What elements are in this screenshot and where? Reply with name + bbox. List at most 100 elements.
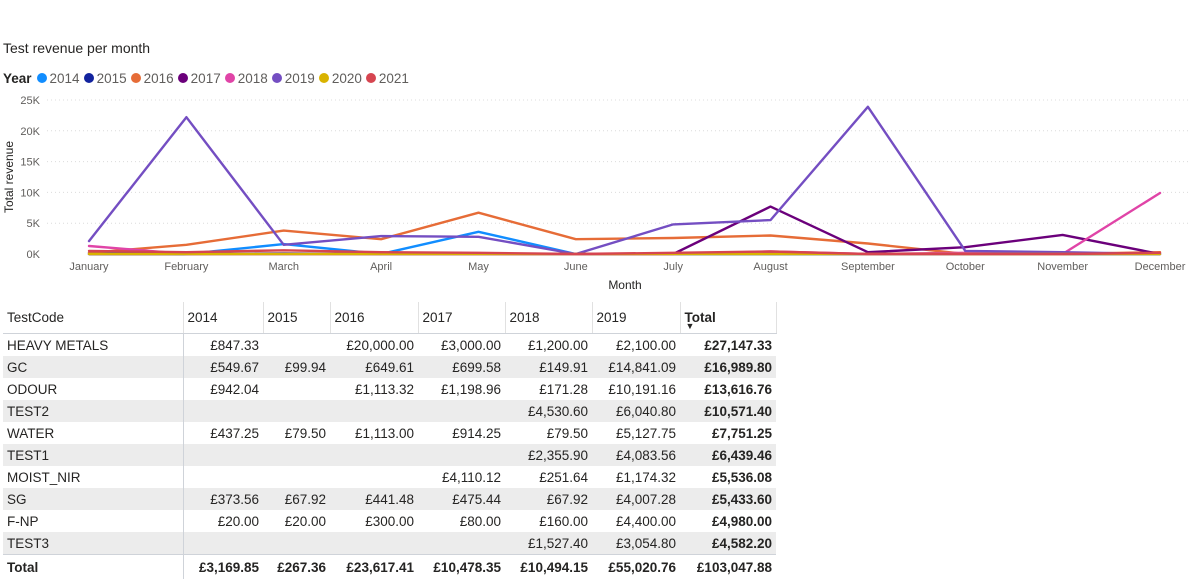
table-row[interactable]: TEST3 £1,527.40 £3,054.80 £4,582.20 xyxy=(3,532,776,555)
x-tick-label: September xyxy=(841,261,895,273)
value-cell xyxy=(263,400,330,422)
column-header-2014[interactable]: 2014 xyxy=(183,302,264,334)
value-cell: £942.04 xyxy=(210,381,259,397)
table-row[interactable]: TEST2 £4,530.60 £6,040.80 £10,571.40 xyxy=(3,400,776,422)
y-tick-label: 0K xyxy=(27,249,41,261)
value-cell: £914.25 xyxy=(452,425,501,441)
row-label-cell: TEST2 xyxy=(3,400,184,422)
table-row[interactable]: TEST1 £2,355.90 £4,083.56 £6,439.46 xyxy=(3,444,776,466)
legend-label: 2020 xyxy=(331,70,362,86)
table-header-row: TestCode 2014 2015 2016 2017 2018 2019 T… xyxy=(3,302,777,334)
legend-item-2015[interactable]: 2015 xyxy=(83,71,127,86)
value-cell: £649.61 xyxy=(330,356,418,378)
column-header-2019[interactable]: 2019 xyxy=(592,302,681,334)
column-header-2017[interactable]: 2017 xyxy=(418,302,506,334)
y-tick-label: 5K xyxy=(27,218,41,230)
x-tick-label: August xyxy=(753,261,787,273)
value-cell: £1,113.32 xyxy=(354,381,414,397)
x-tick-label: March xyxy=(268,261,299,273)
line-chart: 0K 5K 10K 15K 20K 25K January February March Apri… xyxy=(2,95,1190,292)
y-tick-label: 15K xyxy=(20,157,40,169)
column-header-total[interactable]: Total ▼ xyxy=(680,302,777,334)
value-cell xyxy=(418,444,505,466)
column-header-2018[interactable]: 2018 xyxy=(505,302,593,334)
table-row[interactable]: GC £549.67 £99.94 £649.61 £699.58 £149.91 £14,… xyxy=(3,356,776,378)
table-row[interactable]: WATER £437.25 £79.50 £1,113.00 £914.25 £79.50… xyxy=(3,422,776,444)
legend-label: 2019 xyxy=(284,70,315,86)
y-tick-label: 25K xyxy=(20,95,40,107)
value-cell: £67.92 xyxy=(263,488,330,510)
value-cell xyxy=(263,532,330,555)
value-cell: £99.94 xyxy=(263,356,330,378)
value-cell: £475.44 xyxy=(418,488,505,510)
sort-descending-icon[interactable]: ▼ xyxy=(685,321,695,331)
x-tick-label: June xyxy=(564,261,588,273)
total-value-cell: £10,494.15 xyxy=(505,554,592,579)
column-header-testcode[interactable]: TestCode xyxy=(3,302,184,334)
column-header-2016[interactable]: 2016 xyxy=(330,302,419,334)
value-cell: £171.28 xyxy=(539,381,588,397)
value-cell: £251.64 xyxy=(539,469,588,485)
value-cell: £441.48 xyxy=(330,488,418,510)
value-cell: £1,198.96 xyxy=(440,381,501,397)
total-value-cell: £3,169.85 xyxy=(183,554,263,579)
x-tick-label: April xyxy=(370,261,392,273)
legend-item-2016[interactable]: 2016 xyxy=(130,70,174,86)
legend-dot-icon xyxy=(365,73,376,83)
row-total-cell: £10,571.40 xyxy=(680,400,776,422)
column-header-2015[interactable]: 2015 xyxy=(263,302,331,334)
value-cell: £4,083.56 xyxy=(592,444,680,466)
value-cell: £1,200.00 xyxy=(527,337,588,353)
value-cell: £20.00 xyxy=(284,513,326,529)
value-cell: £149.91 xyxy=(505,356,592,378)
table-total-row: Total £3,169.85 £267.36 £23,617.41 £10,478.3… xyxy=(3,554,776,579)
value-cell: £79.50 xyxy=(284,425,326,441)
legend-item-2020[interactable]: 2020 xyxy=(318,70,362,86)
legend-items: 2014 2015 2016 2017 2018 2019 2020 2021 xyxy=(36,70,413,86)
value-cell xyxy=(418,532,505,555)
value-cell: £373.56 xyxy=(183,488,263,510)
legend-label: 2018 xyxy=(237,70,268,86)
table-row[interactable]: SG £373.56 £67.92 £441.48 £475.44 £67.92 £4,00… xyxy=(3,488,776,510)
row-total-cell: £4,980.00 xyxy=(711,513,772,529)
legend-label: 2021 xyxy=(378,70,409,86)
header-label: 2019 xyxy=(596,310,627,325)
total-value-cell: £55,020.76 xyxy=(592,554,680,579)
row-label-cell: SG xyxy=(3,488,184,510)
legend-item-2014[interactable]: 2014 xyxy=(36,70,80,86)
chart-legend: Year 2014 2015 2016 2017 2018 2019 2020 2021 xyxy=(3,69,413,87)
table-row[interactable]: HEAVY METALS £847.33 £20,000.00 £3,000.00 £1… xyxy=(3,333,776,357)
legend-title: Year xyxy=(3,70,32,86)
table-row[interactable]: ODOUR £942.04 £1,113.32 £1,198.96 £171.28 £10… xyxy=(3,378,776,400)
value-cell: £1,527.40 xyxy=(505,532,592,555)
legend-label: 2017 xyxy=(190,70,221,86)
value-cell: £2,355.90 xyxy=(505,444,592,466)
header-label: Total xyxy=(684,310,716,325)
legend-item-2018[interactable]: 2018 xyxy=(224,70,268,86)
x-tick-label: October xyxy=(946,261,985,273)
value-cell: £1,174.32 xyxy=(615,469,676,485)
legend-label: 2016 xyxy=(143,70,174,86)
value-cell: £437.25 xyxy=(210,425,259,441)
value-cell xyxy=(263,466,330,488)
x-tick-label: February xyxy=(164,261,209,273)
legend-item-2021[interactable]: 2021 xyxy=(365,70,409,86)
legend-item-2017[interactable]: 2017 xyxy=(177,70,221,86)
series-line-2019 xyxy=(87,105,1162,256)
value-cell: £160.00 xyxy=(539,513,588,529)
row-label-cell: GC xyxy=(3,356,184,378)
revenue-matrix-table: TestCode 2014 2015 2016 2017 2018 2019 T… xyxy=(3,302,777,579)
value-cell xyxy=(263,334,330,357)
legend-item-2019[interactable]: 2019 xyxy=(271,70,315,86)
value-cell: £6,040.80 xyxy=(592,400,680,422)
legend-label: 2014 xyxy=(49,70,80,86)
row-label-cell: F-NP xyxy=(3,510,184,532)
value-cell: £14,841.09 xyxy=(592,356,680,378)
value-cell xyxy=(183,532,263,555)
row-total-cell: £13,616.76 xyxy=(704,381,772,397)
table-row[interactable]: F-NP £20.00 £20.00 £300.00 £80.00 £160.00 £4,4… xyxy=(3,510,776,532)
table-row[interactable]: MOIST_NIR £4,110.12 £251.64 £1,174.32 £5,536… xyxy=(3,466,776,488)
header-label: 2017 xyxy=(422,310,453,325)
legend-dot-icon xyxy=(271,73,282,83)
row-total-cell: £27,147.33 xyxy=(704,337,772,353)
